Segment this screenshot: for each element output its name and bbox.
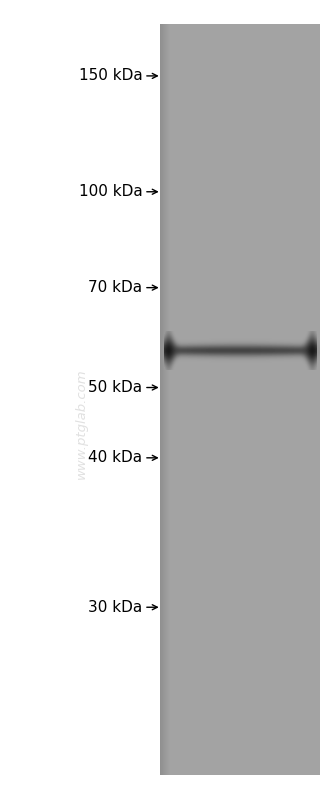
Text: 40 kDa: 40 kDa — [88, 451, 142, 465]
Text: 150 kDa: 150 kDa — [79, 69, 142, 83]
Text: 30 kDa: 30 kDa — [88, 600, 142, 614]
Text: 100 kDa: 100 kDa — [79, 185, 142, 199]
Text: www.ptglab.com: www.ptglab.com — [75, 368, 88, 479]
Text: 70 kDa: 70 kDa — [88, 280, 142, 295]
Text: 50 kDa: 50 kDa — [88, 380, 142, 395]
